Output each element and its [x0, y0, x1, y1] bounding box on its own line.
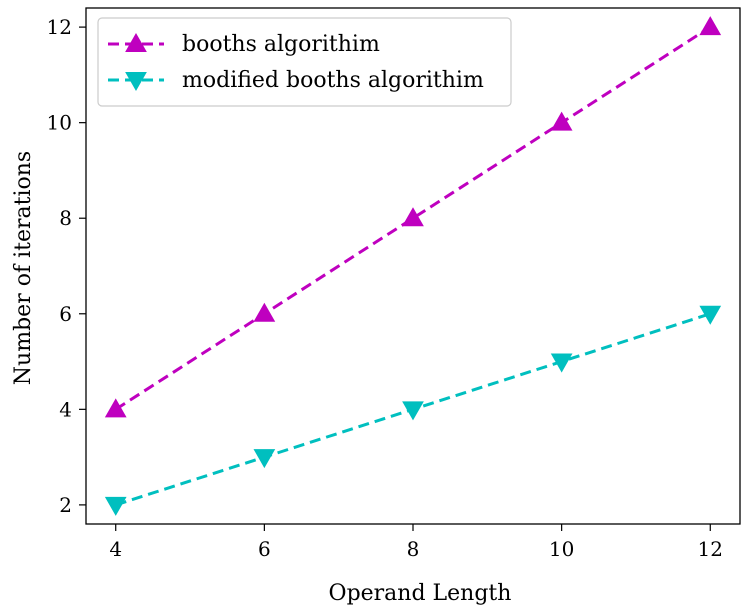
- y-tick-label: 12: [47, 15, 72, 39]
- y-tick-label: 6: [59, 302, 72, 326]
- series-2: [104, 305, 722, 516]
- data-point: [550, 111, 573, 131]
- legend-item: booths algorithim: [108, 32, 380, 57]
- series-layer: [104, 16, 722, 516]
- y-axis-title: Number of iterations: [11, 151, 36, 385]
- x-tick-label: 4: [109, 537, 122, 561]
- x-tick-label: 8: [407, 537, 420, 561]
- legend-marker: [125, 72, 147, 92]
- legend-box: [97, 17, 512, 107]
- data-point: [104, 496, 127, 516]
- axes: 4 6 8 10 12 2 4 6 8 10 12: [47, 15, 723, 561]
- data-point: [550, 353, 573, 373]
- series-1: [104, 16, 722, 418]
- y-tick-label: 4: [59, 397, 72, 421]
- legend-marker: [125, 32, 147, 52]
- data-point: [699, 16, 722, 36]
- y-tick-label: 8: [59, 206, 72, 230]
- data-point: [699, 305, 722, 325]
- data-point: [402, 207, 424, 227]
- x-tick-label: 6: [258, 537, 271, 561]
- x-tick-label: 10: [549, 537, 574, 561]
- data-point: [253, 302, 276, 322]
- x-axis-title: Operand Length: [329, 581, 512, 606]
- x-tick-label: 12: [698, 537, 723, 561]
- legend: booths algorithim modified booths algorit…: [97, 17, 512, 107]
- y-tick-label: 2: [59, 493, 72, 517]
- y-tick-label: 10: [47, 111, 72, 135]
- legend-label: modified booths algorithim: [182, 68, 484, 93]
- data-point: [104, 398, 127, 418]
- data-point: [253, 449, 276, 469]
- legend-item: modified booths algorithim: [108, 68, 484, 93]
- legend-label: booths algorithim: [182, 32, 380, 57]
- data-point: [402, 401, 424, 421]
